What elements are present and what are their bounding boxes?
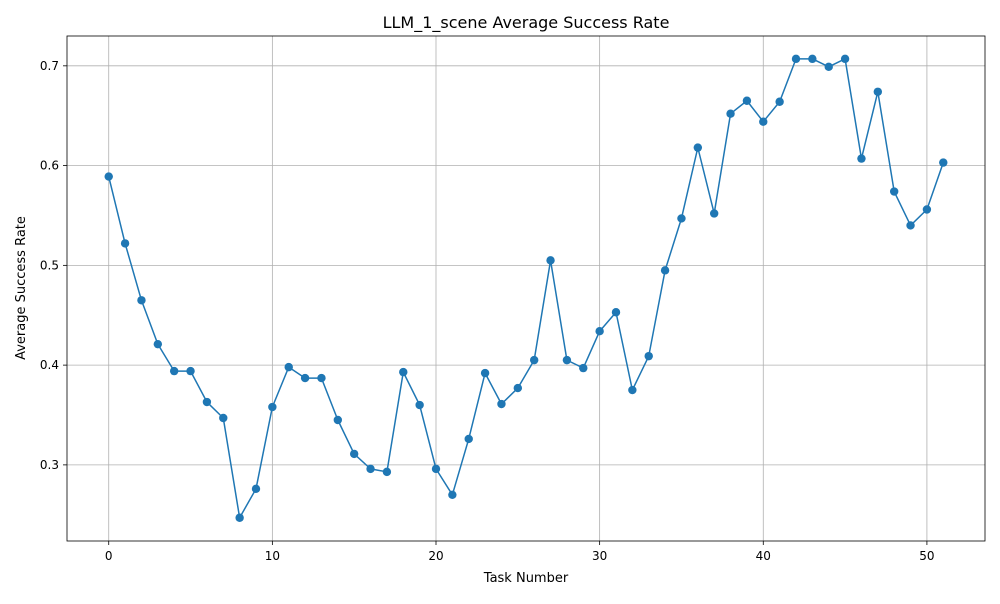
data-point: [300, 373, 310, 383]
data-point: [595, 326, 604, 336]
y-tick-label: 0.7: [40, 59, 59, 73]
data-point: [840, 54, 850, 64]
data-point: [857, 154, 866, 163]
x-axis-label: Task Number: [483, 571, 569, 586]
data-point: [497, 399, 506, 409]
x-tick-label: 50: [919, 549, 934, 563]
data-point: [742, 96, 752, 105]
data-point: [431, 464, 441, 474]
data-point: [104, 172, 113, 181]
y-tick-label: 0.4: [40, 358, 59, 372]
data-point: [153, 339, 163, 349]
data-point: [579, 363, 588, 373]
data-point: [889, 187, 899, 196]
data-point: [219, 413, 228, 423]
data-point: [775, 97, 784, 106]
data-point: [235, 513, 244, 522]
x-tick-label: 20: [428, 549, 443, 563]
data-point: [546, 256, 555, 265]
data-point: [529, 355, 539, 365]
data-point: [186, 366, 195, 376]
data-point: [137, 296, 146, 305]
data-point: [808, 54, 817, 64]
data-point: [873, 87, 883, 96]
data-point: [824, 62, 833, 72]
y-axis-label: Average Success Rate: [14, 216, 29, 360]
series-line: [108, 58, 944, 519]
series: [104, 54, 948, 522]
y-tick-label: 0.5: [40, 258, 59, 272]
data-point: [513, 383, 523, 393]
data-point: [349, 449, 359, 459]
data-point: [939, 158, 948, 167]
data-point: [611, 308, 621, 317]
data-point: [726, 109, 735, 118]
chart-title: LLM_1_scene Average Success Rate: [383, 13, 670, 33]
axis-ticks: 0 10 20 30 40 50 0.3 0.4 0.5 0.6 0.7: [40, 59, 935, 563]
data-point: [268, 402, 277, 412]
data-point: [906, 221, 915, 230]
data-point: [677, 214, 686, 223]
y-tick-label: 0.6: [40, 159, 59, 173]
y-tick-label: 0.3: [40, 458, 59, 472]
data-point: [366, 464, 375, 474]
x-tick-label: 30: [592, 549, 607, 563]
data-point: [464, 434, 473, 444]
data-point: [480, 368, 490, 378]
data-point: [562, 355, 572, 365]
x-tick-label: 0: [105, 549, 113, 563]
data-point: [169, 366, 179, 376]
data-point: [628, 385, 637, 395]
data-point: [317, 373, 326, 383]
data-point: [709, 209, 719, 218]
data-point: [202, 397, 212, 407]
data-point: [660, 266, 670, 275]
data-point: [284, 362, 293, 372]
data-point: [759, 117, 768, 126]
data-point: [693, 143, 703, 152]
grid: [67, 36, 985, 541]
data-point: [448, 490, 457, 500]
data-point: [333, 415, 343, 425]
data-point: [415, 400, 424, 410]
data-point: [644, 351, 653, 361]
data-point: [399, 367, 408, 377]
data-point: [922, 205, 932, 214]
data-point: [382, 467, 392, 477]
x-tick-label: 10: [265, 549, 280, 563]
plot-frame: [66, 35, 986, 542]
data-point: [120, 239, 130, 248]
data-point: [251, 484, 261, 494]
data-point: [791, 54, 801, 64]
x-tick-label: 40: [756, 549, 771, 563]
